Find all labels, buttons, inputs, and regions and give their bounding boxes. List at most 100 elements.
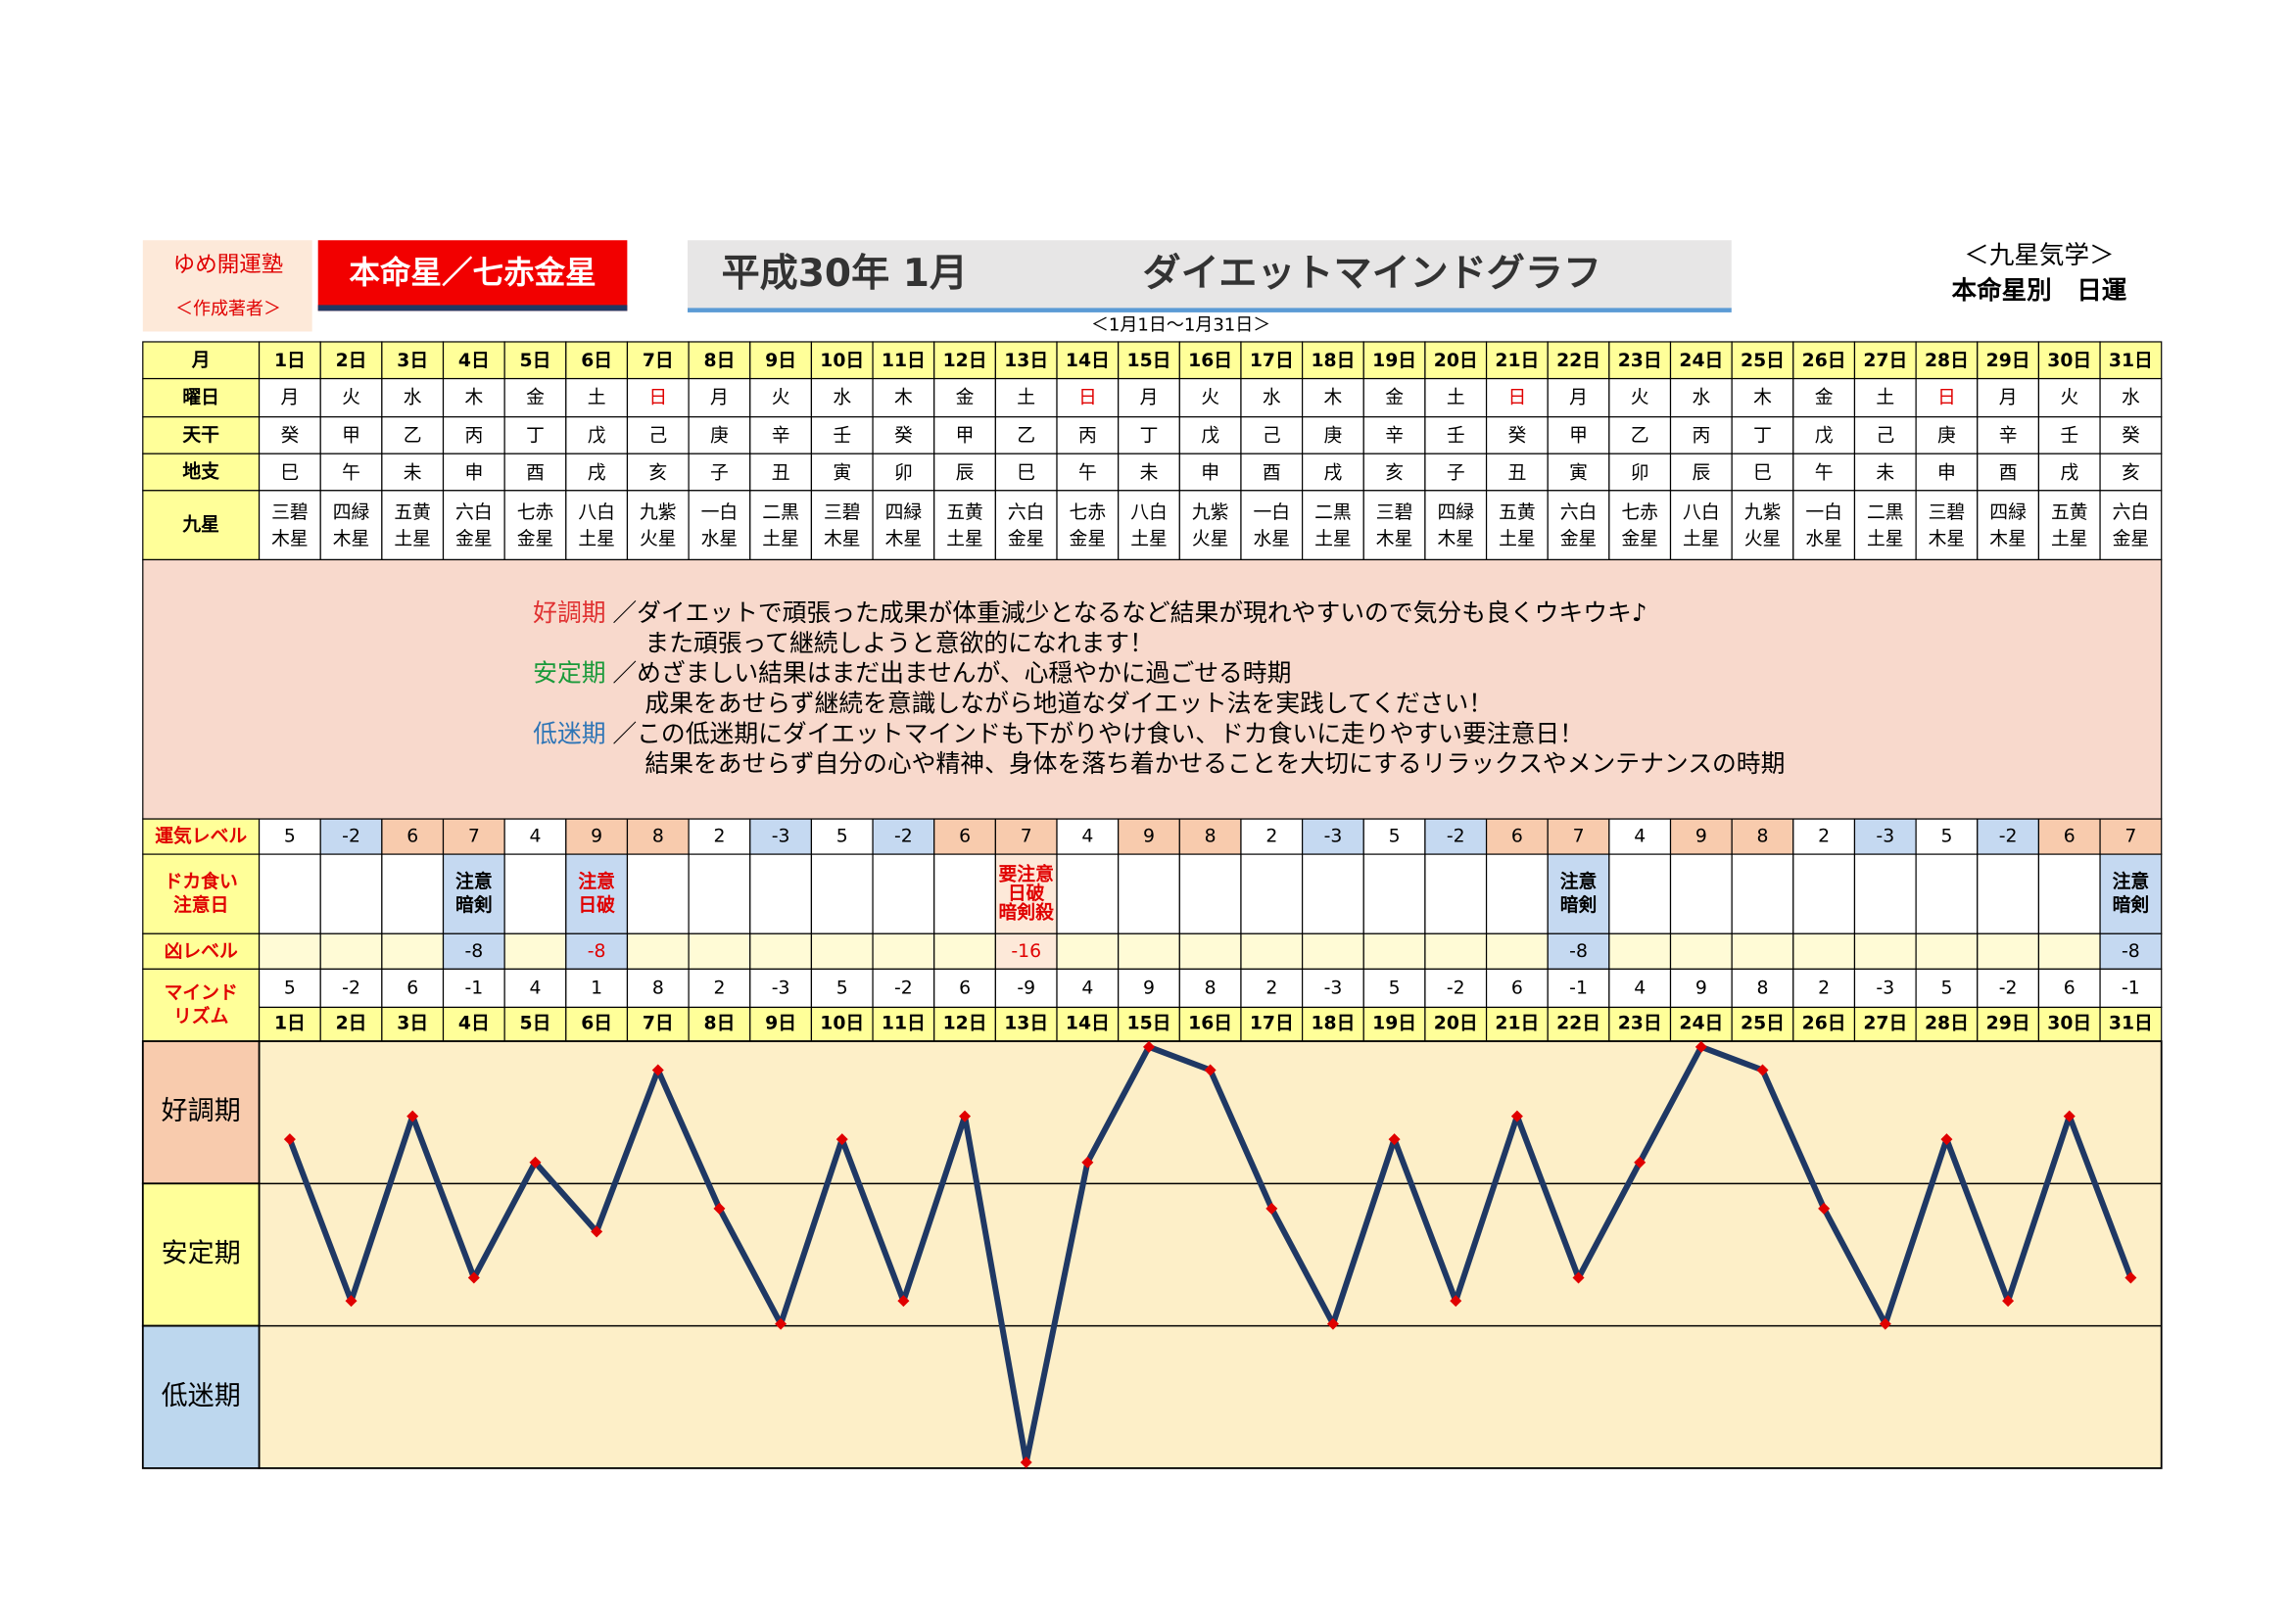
- mind: 5: [836, 978, 848, 998]
- kyusei: 一白: [701, 502, 739, 523]
- tenkan: 癸: [2122, 425, 2140, 447]
- mind-point: [2063, 1110, 2076, 1122]
- legend-text: 結果をあせらず自分の心や精神、身体を落ち着かせることを大切にするリラックスやメン…: [644, 749, 1785, 778]
- chishi: 戌: [2060, 461, 2078, 483]
- unki-label: 運気レベル: [155, 825, 247, 847]
- kyusei: 九紫: [1744, 502, 1782, 523]
- cell: [258, 1006, 321, 1042]
- mind: 6: [959, 978, 971, 998]
- kyusei: 金星: [1070, 528, 1107, 549]
- weekday: 火: [342, 388, 360, 408]
- cell: [381, 377, 445, 418]
- chishi: 戌: [1324, 461, 1343, 483]
- cell: [1792, 932, 1856, 970]
- mind: 5: [284, 978, 296, 998]
- weekday: 月: [280, 388, 299, 408]
- tenkan: 壬: [833, 425, 851, 447]
- doka-note: 暗剣: [1560, 893, 1598, 916]
- unki: -2: [894, 827, 913, 847]
- cell: [565, 490, 629, 561]
- unki: 9: [1695, 827, 1707, 847]
- cell: [2099, 416, 2163, 454]
- tenkan: 乙: [1017, 426, 1035, 447]
- day: 23日: [1618, 1013, 1662, 1033]
- chishi: 未: [404, 461, 422, 483]
- cell: [258, 853, 321, 934]
- cell: [442, 490, 505, 561]
- tenkan: 乙: [1631, 426, 1649, 447]
- cell: [1977, 490, 2040, 561]
- tenkan: 庚: [1937, 425, 1956, 447]
- category: ＜九星気学＞: [1964, 241, 2114, 270]
- cell: [626, 932, 690, 970]
- tenkan: 甲: [342, 426, 360, 447]
- weekday-label: 曜日: [182, 387, 219, 408]
- weekday: 水: [1263, 387, 1281, 408]
- cell: [1853, 341, 1917, 380]
- cell: [1362, 968, 1426, 1009]
- weekday: 日: [1078, 388, 1097, 408]
- day: 9日: [765, 351, 796, 371]
- unki: 9: [591, 827, 602, 847]
- cell: [688, 932, 751, 970]
- unki: 5: [1389, 827, 1401, 847]
- day: 12日: [943, 351, 987, 371]
- legend-label: 安定期: [533, 659, 605, 688]
- cell: [1731, 490, 1794, 561]
- cell: [1547, 416, 1610, 454]
- cell: [1056, 853, 1120, 934]
- cell: [1056, 341, 1120, 380]
- mind: -3: [1324, 978, 1343, 998]
- cell: [1853, 416, 1917, 454]
- unki: 7: [1573, 827, 1585, 847]
- weekday: 水: [833, 387, 851, 408]
- cell: [1302, 853, 1364, 934]
- cell: [565, 416, 629, 454]
- tenkan: 丁: [1753, 426, 1772, 447]
- kyusei: 一白: [1254, 502, 1291, 523]
- cell: [1240, 968, 1304, 1009]
- cell: [688, 416, 751, 454]
- kyusei: 水星: [1254, 528, 1291, 549]
- cell: [872, 416, 935, 454]
- tenkan: 戊: [588, 425, 606, 447]
- cell: [258, 341, 321, 380]
- chishi: 卯: [1631, 461, 1649, 483]
- tenkan: 己: [648, 426, 667, 447]
- mind: 6: [406, 978, 418, 998]
- cell: [1240, 932, 1304, 970]
- zone-label: 好調期: [162, 1096, 241, 1126]
- mind-point: [591, 1225, 603, 1238]
- mind: -2: [342, 978, 360, 998]
- mind-point: [959, 1110, 972, 1122]
- day: 1日: [274, 1013, 306, 1033]
- cell: [1178, 490, 1242, 561]
- cell: [933, 932, 996, 970]
- cell: [1302, 1006, 1364, 1042]
- unki: 6: [959, 827, 971, 847]
- kyusei: 金星: [1560, 528, 1598, 549]
- unki: 4: [530, 827, 542, 847]
- cell: [1915, 853, 1979, 934]
- chishi-label: 地支: [182, 460, 219, 483]
- cell: [810, 453, 874, 492]
- cell: [565, 932, 629, 970]
- weekday: 月: [710, 388, 729, 408]
- mind: 9: [1695, 978, 1707, 998]
- tenkan: 癸: [280, 425, 299, 447]
- day: 16日: [1188, 1013, 1232, 1033]
- cell: [381, 490, 445, 561]
- cell: [994, 341, 1058, 380]
- kyusei: 四緑: [885, 502, 923, 523]
- cell: [1547, 490, 1610, 561]
- unki: 5: [836, 827, 848, 847]
- cell: [872, 377, 935, 418]
- cell: [1915, 1006, 1979, 1042]
- cell: [1178, 853, 1242, 934]
- chishi: 酉: [1999, 462, 2018, 483]
- tenkan: 乙: [404, 426, 422, 447]
- mind: 4: [1634, 978, 1646, 998]
- day: 30日: [2047, 1013, 2091, 1033]
- cell: [1485, 853, 1549, 934]
